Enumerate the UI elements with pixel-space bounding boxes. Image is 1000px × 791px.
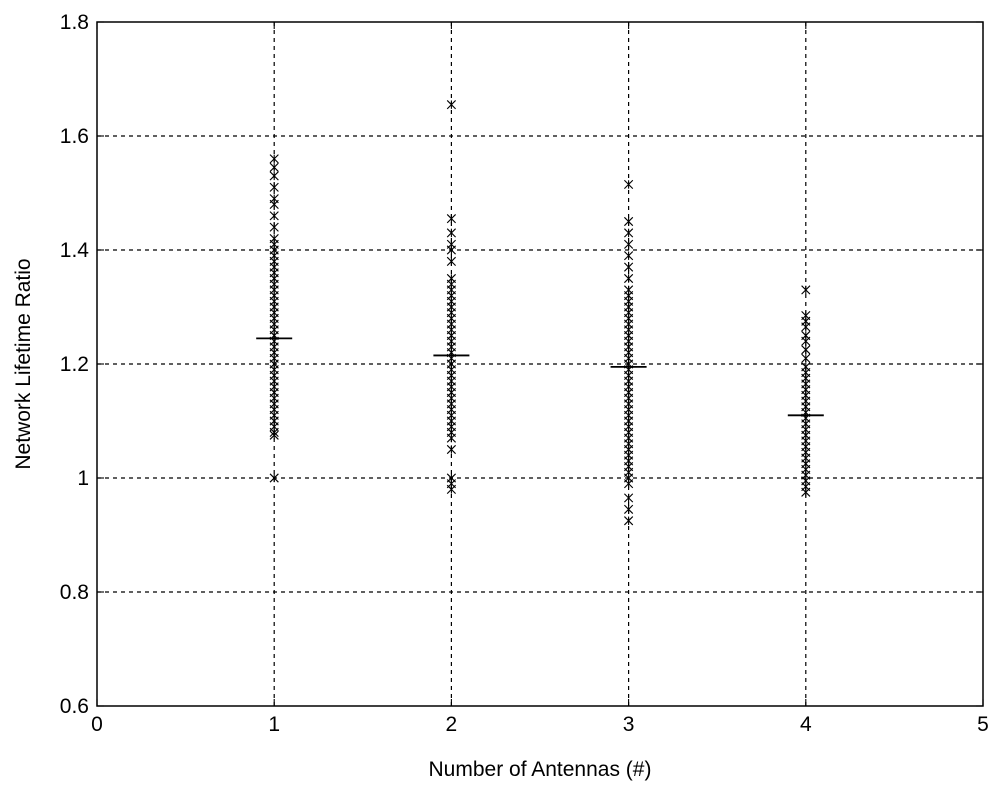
x-tick-label: 0 — [91, 713, 103, 736]
data-point — [269, 194, 279, 204]
data-point — [624, 493, 634, 503]
data-point — [801, 345, 811, 355]
data-point — [624, 239, 634, 249]
data-point — [446, 273, 456, 284]
y-tick-label: 0.6 — [60, 695, 89, 718]
x-tick-label: 4 — [800, 713, 812, 736]
data-points — [256, 100, 824, 526]
data-point — [801, 310, 811, 321]
tick-labels: 0 1 2 3 4 5 0.6 0.8 1 1.2 1.4 1.6 1.8 — [60, 11, 989, 736]
y-tick-label: 1.6 — [60, 125, 89, 148]
data-point — [446, 473, 456, 483]
data-point — [446, 100, 456, 110]
data-point — [269, 211, 279, 221]
data-point — [269, 222, 279, 232]
data-point — [624, 179, 634, 190]
data-point — [801, 330, 811, 341]
data-point — [446, 228, 456, 238]
plot-frame — [96, 21, 984, 707]
data-point — [801, 362, 811, 372]
y-tick-label: 0.8 — [60, 581, 89, 604]
y-tick-label: 1.2 — [60, 353, 89, 376]
data-point — [269, 182, 279, 192]
data-point — [269, 154, 279, 164]
grid-lines — [96, 21, 984, 707]
data-point — [269, 162, 279, 172]
x-tick-label: 3 — [623, 713, 635, 736]
data-point — [269, 171, 279, 181]
data-point — [624, 273, 634, 284]
x-axis-label: Number of Antennas (#) — [429, 758, 652, 781]
y-tick-label: 1.4 — [60, 239, 90, 262]
y-tick-label: 1.8 — [60, 11, 89, 34]
y-tick-label: 1 — [77, 467, 89, 490]
data-point — [624, 216, 634, 227]
data-point — [801, 353, 811, 363]
data-point — [624, 504, 634, 514]
data-point — [624, 285, 634, 295]
y-axis-label: Network Lifetime Ratio — [12, 258, 35, 469]
data-point — [446, 214, 456, 224]
x-tick-label: 2 — [446, 713, 458, 736]
data-point — [269, 234, 279, 244]
data-point — [446, 256, 456, 266]
data-point — [446, 444, 456, 455]
x-tick-label: 5 — [977, 713, 989, 736]
data-point — [624, 516, 634, 526]
x-tick-label: 1 — [268, 713, 280, 736]
data-point — [446, 239, 456, 249]
data-point — [624, 251, 634, 261]
data-point — [801, 285, 811, 295]
data-point — [269, 473, 279, 483]
data-point — [624, 228, 634, 238]
data-point — [624, 262, 634, 272]
